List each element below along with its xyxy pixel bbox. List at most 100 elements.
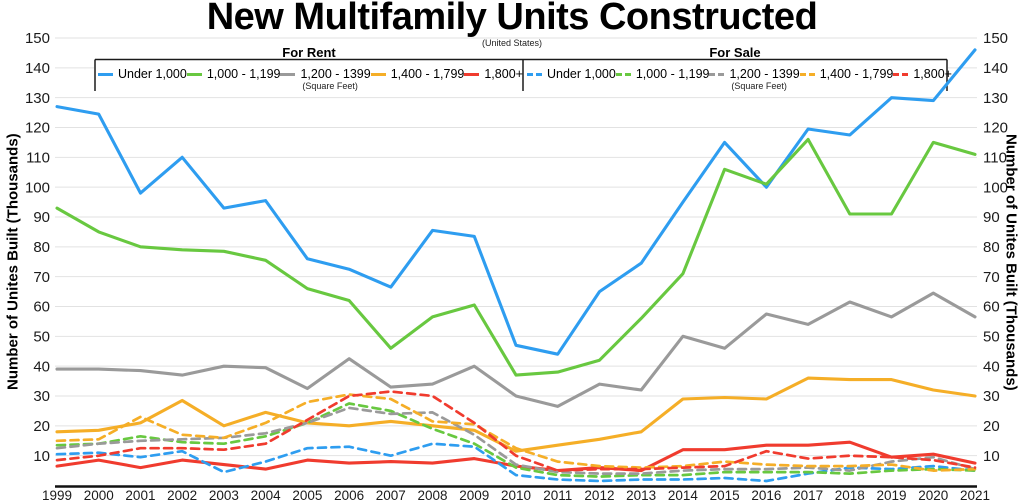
svg-text:90: 90 bbox=[983, 209, 1000, 226]
svg-text:10: 10 bbox=[983, 448, 1000, 465]
svg-text:110: 110 bbox=[983, 150, 1007, 167]
svg-text:2003: 2003 bbox=[209, 488, 239, 503]
svg-text:40: 40 bbox=[983, 358, 1000, 375]
y-tick-labels-left: 10 20 30 40 50 60 70 80 90 100 110 120 130 140 150 bbox=[25, 30, 50, 465]
svg-text:2013: 2013 bbox=[626, 488, 656, 503]
svg-text:2015: 2015 bbox=[710, 488, 740, 503]
svg-text:30: 30 bbox=[33, 388, 50, 405]
svg-text:2000: 2000 bbox=[84, 488, 114, 503]
svg-text:2017: 2017 bbox=[793, 488, 823, 503]
svg-text:130: 130 bbox=[25, 90, 50, 107]
legend-units-note: (Square Feet) bbox=[731, 81, 787, 91]
y-tick-labels-right: 10 20 30 40 50 60 70 80 90 100 110 120 130 140 150 bbox=[983, 30, 1008, 465]
svg-text:150: 150 bbox=[25, 30, 50, 47]
svg-text:30: 30 bbox=[983, 388, 1000, 405]
svg-text:2011: 2011 bbox=[543, 488, 572, 503]
svg-text:1999: 1999 bbox=[42, 488, 72, 503]
svg-text:70: 70 bbox=[33, 269, 50, 286]
svg-text:20: 20 bbox=[33, 418, 50, 435]
legend-label: 1,000 - 1,199 bbox=[206, 67, 281, 81]
legend-item-for-sale-under-1-000: Under 1,000 bbox=[527, 67, 616, 81]
legend-swatch-dashed bbox=[709, 72, 725, 76]
series-line-for-sale-1-000-1-199 bbox=[55, 402, 977, 478]
legend-label: 1,800+ bbox=[484, 67, 523, 81]
svg-text:2018: 2018 bbox=[835, 488, 865, 503]
svg-text:150: 150 bbox=[983, 30, 1008, 47]
legend-label: 1,200 - 1399 bbox=[300, 67, 371, 81]
svg-text:120: 120 bbox=[983, 120, 1008, 137]
svg-text:80: 80 bbox=[33, 239, 50, 256]
legend-item-for-sale-1-200-1399: 1,200 - 1399 (Square Feet) bbox=[709, 67, 800, 91]
series-line-for-sale-1-200-1399 bbox=[55, 406, 977, 475]
legend-item-for-sale-1-400-1-799: 1,400 - 1,799 bbox=[799, 67, 894, 81]
legend-label: 1,400 - 1,799 bbox=[819, 67, 894, 81]
legend-item-for-rent-1-400-1-799: 1,400 - 1,799 bbox=[370, 67, 465, 81]
svg-text:2006: 2006 bbox=[334, 488, 364, 503]
legend-item-for-rent-under-1-000: Under 1,000 bbox=[98, 67, 187, 81]
page-title: New Multifamily Units Constructed bbox=[206, 0, 818, 38]
legend-label: Under 1,000 bbox=[547, 67, 616, 81]
svg-text:2004: 2004 bbox=[251, 488, 282, 503]
legend-item-for-sale-1-000-1-199: 1,000 - 1,199 bbox=[615, 67, 709, 81]
svg-text:2012: 2012 bbox=[584, 488, 614, 503]
svg-text:20: 20 bbox=[983, 418, 1000, 435]
legend-swatch-dashed bbox=[893, 72, 909, 76]
svg-text:2008: 2008 bbox=[418, 488, 448, 503]
svg-text:90: 90 bbox=[33, 209, 50, 226]
legend-entries-for-sale: Under 1,000 1,000 - 1,199 1,200 - 1399 (Squ… bbox=[527, 67, 952, 91]
svg-text:10: 10 bbox=[33, 448, 50, 465]
legend-group-title-for-rent: For Rent bbox=[282, 45, 336, 60]
svg-text:130: 130 bbox=[983, 90, 1008, 107]
gridlines bbox=[55, 37, 977, 457]
legend-label: Under 1,000 bbox=[118, 67, 187, 81]
svg-text:110: 110 bbox=[26, 150, 50, 167]
svg-text:60: 60 bbox=[983, 299, 1000, 316]
svg-text:2009: 2009 bbox=[459, 488, 489, 503]
legend-swatch-solid bbox=[464, 72, 480, 76]
svg-text:2005: 2005 bbox=[292, 488, 322, 503]
svg-text:2001: 2001 bbox=[125, 488, 155, 503]
legend-label: 1,400 - 1,799 bbox=[390, 67, 465, 81]
svg-text:80: 80 bbox=[983, 239, 1000, 256]
series-line-for-rent-1-200-1399 bbox=[55, 291, 977, 408]
legend-swatch-solid bbox=[280, 72, 296, 76]
series-line-for-rent-under-1-000 bbox=[55, 48, 977, 356]
series-line-for-sale-1-800- bbox=[55, 390, 977, 472]
svg-text:50: 50 bbox=[983, 329, 1000, 346]
legend-swatch-dashed bbox=[527, 72, 542, 76]
legend-units-note: (Square Feet) bbox=[302, 81, 358, 91]
svg-text:140: 140 bbox=[983, 60, 1008, 77]
y-axis-title-left: Number of Unites Built (Thousands) bbox=[4, 133, 22, 391]
legend-swatch-dashed bbox=[799, 72, 815, 76]
legend-item-for-rent-1-200-1399: 1,200 - 1399 (Square Feet) bbox=[280, 67, 371, 91]
svg-text:2014: 2014 bbox=[668, 488, 699, 503]
legend-swatch-dashed bbox=[615, 72, 631, 76]
legend-label: 1,800+ bbox=[913, 67, 952, 81]
series-line-for-rent-1-400-1-799 bbox=[55, 376, 977, 453]
x-tick-labels: 1999 2000 2001 2002 2003 2004 2005 2006 2007 2008… bbox=[42, 488, 990, 503]
legend-item-for-sale-1-800-: 1,800+ bbox=[893, 67, 952, 81]
legend-entries-for-rent: Under 1,000 1,000 - 1,199 1,200 - 1399 (Squ… bbox=[98, 67, 523, 91]
legend-label: 1,200 - 1399 bbox=[729, 67, 800, 81]
svg-text:2007: 2007 bbox=[376, 488, 406, 503]
svg-text:2019: 2019 bbox=[877, 488, 907, 503]
svg-text:140: 140 bbox=[25, 60, 50, 77]
svg-text:2021: 2021 bbox=[960, 488, 990, 503]
legend-item-for-rent-1-800-: 1,800+ bbox=[464, 67, 523, 81]
svg-text:120: 120 bbox=[25, 120, 50, 137]
svg-text:2002: 2002 bbox=[167, 488, 197, 503]
svg-text:40: 40 bbox=[33, 358, 50, 375]
legend-swatch-solid bbox=[98, 72, 113, 76]
legend-swatch-solid bbox=[186, 72, 202, 76]
svg-text:2020: 2020 bbox=[918, 488, 948, 503]
legend-item-for-rent-1-000-1-199: 1,000 - 1,199 bbox=[186, 67, 281, 81]
svg-text:70: 70 bbox=[983, 269, 1000, 286]
series-line-for-rent-1-000-1-199 bbox=[55, 137, 977, 377]
page-subtitle: (United States) bbox=[481, 38, 543, 48]
svg-text:50: 50 bbox=[33, 329, 50, 346]
svg-text:2010: 2010 bbox=[501, 488, 531, 503]
y-axis-title-right: Number of Unites Built (Thousands) bbox=[1002, 133, 1020, 391]
series-line-for-sale-1-400-1-799 bbox=[55, 393, 977, 472]
